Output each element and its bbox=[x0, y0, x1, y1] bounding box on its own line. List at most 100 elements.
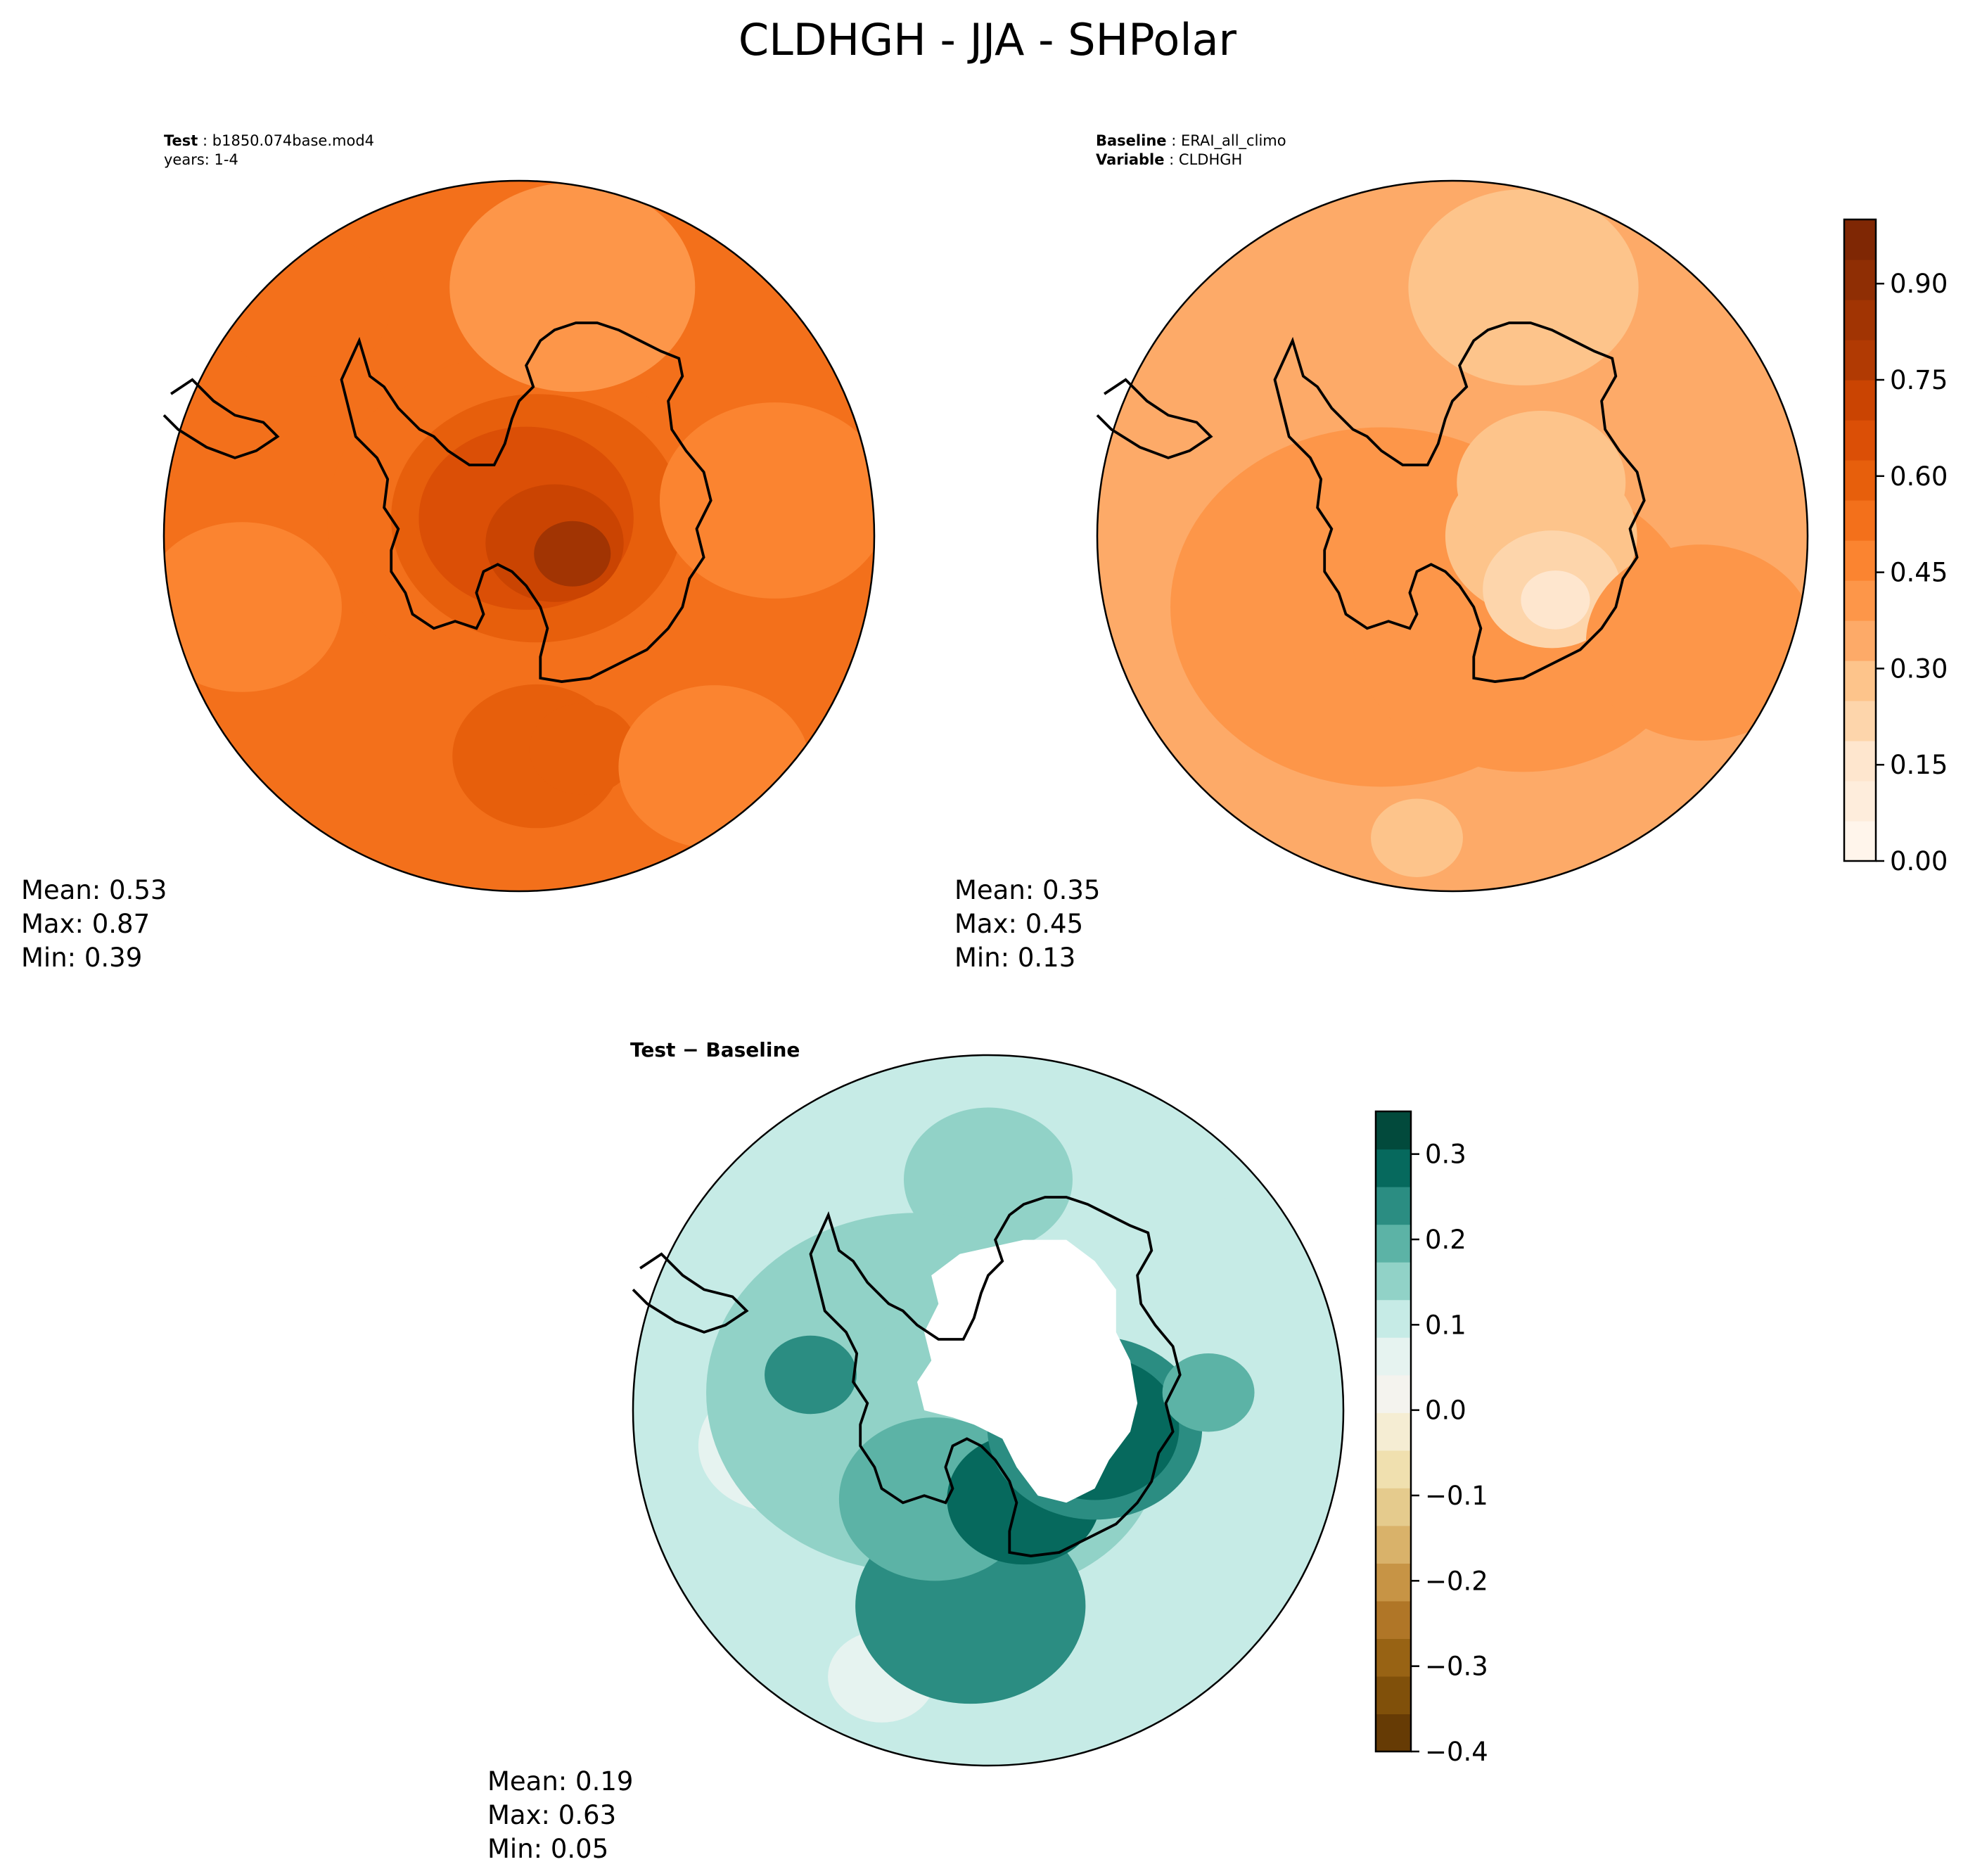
colorbar-difference: 0.3 0.2 0.1 0.0 −0.1 −0.2 −0.3 −0.4 bbox=[1374, 1110, 1488, 1767]
mapB-contour-region bbox=[1457, 411, 1626, 555]
baseline-label: Baseline : ERAI_all_climo bbox=[1096, 132, 1286, 150]
test-label-sep: : bbox=[198, 132, 212, 149]
colorbar-segment bbox=[1844, 260, 1876, 300]
colorbar-segment bbox=[1376, 1563, 1411, 1602]
colorbar-segment bbox=[1376, 1488, 1411, 1526]
colorbar-segment bbox=[1376, 1374, 1411, 1413]
difference-masked-region bbox=[917, 1239, 1138, 1503]
colorbar-segment bbox=[1376, 1337, 1411, 1376]
colorbar-segment bbox=[1376, 1525, 1411, 1564]
colorbar-segment bbox=[1376, 1676, 1411, 1715]
baseline-map-boundary bbox=[1096, 179, 1809, 893]
mapA-contour-region bbox=[449, 182, 696, 393]
colorbar-segment bbox=[1844, 701, 1876, 741]
baseline-label-key: Baseline bbox=[1096, 132, 1167, 149]
baseline-label-sep: : bbox=[1167, 132, 1181, 149]
variable-label: Variable : CLDHGH bbox=[1096, 151, 1242, 168]
colorbar-segment bbox=[1844, 540, 1876, 581]
panel-baseline: Baseline : ERAI_all_climo Variable : CLD… bbox=[954, 132, 1948, 973]
variable-label-value: CLDHGH bbox=[1179, 151, 1242, 168]
colorbar-segment bbox=[1376, 1714, 1411, 1752]
colorbar-segment bbox=[1376, 1224, 1411, 1263]
colorbar-segment bbox=[1844, 380, 1876, 421]
colorbar-segment bbox=[1844, 580, 1876, 621]
test-min: Min: 0.39 bbox=[21, 943, 142, 973]
mapA-contour-region bbox=[529, 703, 637, 796]
difference-min: Min: 0.05 bbox=[487, 1834, 608, 1864]
test-label-key: Test bbox=[164, 132, 198, 149]
colorbar-segment bbox=[1376, 1450, 1411, 1488]
baseline-map bbox=[1097, 181, 1808, 891]
figure-title: CLDHGH - JJA - SHPolar bbox=[739, 14, 1237, 65]
colorbar-segment bbox=[1376, 1638, 1411, 1677]
mapB-contour-region bbox=[1521, 570, 1590, 630]
test-label: Test : b1850.074base.mod4 bbox=[164, 132, 374, 149]
colorbar-cloud-fraction: 0.00 0.15 0.30 0.45 0.60 0.75 0.90 bbox=[1843, 218, 1948, 876]
difference-label: Test − Baseline bbox=[630, 1038, 800, 1061]
mapB-contour-region bbox=[1408, 189, 1639, 385]
difference-max: Max: 0.63 bbox=[487, 1800, 616, 1830]
colorbar-frame bbox=[1374, 1110, 1412, 1753]
test-max: Max: 0.87 bbox=[21, 909, 150, 939]
colorbar-tick-label: −0.2 bbox=[1425, 1566, 1488, 1596]
mapA-contour-region bbox=[659, 402, 874, 599]
test-label-value: b1850.074base.mod4 bbox=[212, 132, 374, 149]
colorbar-segment bbox=[1844, 300, 1876, 340]
colorbar-tick-label: 0.1 bbox=[1425, 1310, 1466, 1340]
variable-label-key: Variable bbox=[1096, 151, 1164, 168]
baseline-min: Min: 0.13 bbox=[954, 943, 1075, 973]
colorbar-segment bbox=[1844, 460, 1876, 501]
colorbar-tick-label: 0.75 bbox=[1890, 365, 1948, 395]
colorbar-segment bbox=[1376, 1600, 1411, 1640]
baseline-max: Max: 0.45 bbox=[954, 909, 1083, 939]
colorbar-tick-label: 0.0 bbox=[1425, 1396, 1466, 1426]
colorbar-segment bbox=[1844, 340, 1876, 381]
colorbar-segment bbox=[1844, 420, 1876, 461]
colorbar-tick-label: 0.15 bbox=[1890, 750, 1948, 780]
colorbar-tick-label: 0.2 bbox=[1425, 1225, 1466, 1255]
colorbar-tick-label: 0.3 bbox=[1425, 1140, 1466, 1170]
mapA-contour-region bbox=[618, 685, 811, 849]
panel-difference: Test − Baseline Mean: 0.19 Max: 0.63 Min… bbox=[487, 1038, 1488, 1864]
test-mean: Mean: 0.53 bbox=[21, 875, 167, 905]
mapC-contour-region bbox=[1162, 1353, 1255, 1432]
colorbar-segment bbox=[1376, 1262, 1411, 1301]
mapB-contour-region bbox=[1371, 798, 1463, 878]
mapA-contour-region bbox=[534, 521, 611, 587]
colorbar-tick-label: −0.3 bbox=[1425, 1652, 1488, 1682]
colorbar-tick-label: −0.1 bbox=[1425, 1481, 1488, 1511]
colorbar-segment bbox=[1844, 620, 1876, 661]
colorbar-segment bbox=[1844, 821, 1876, 862]
baseline-label-value: ERAI_all_climo bbox=[1181, 132, 1286, 150]
colorbar-tick-label: 0.60 bbox=[1890, 461, 1948, 492]
colorbar-tick-label: 0.30 bbox=[1890, 653, 1948, 684]
difference-map-boundary bbox=[632, 1054, 1345, 1767]
difference-mean: Mean: 0.19 bbox=[487, 1766, 633, 1797]
colorbar-tick-label: 0.90 bbox=[1890, 269, 1948, 299]
colorbar-segment bbox=[1844, 500, 1876, 541]
colorbar-segment bbox=[1376, 1187, 1411, 1225]
colorbar-tick-label: 0.00 bbox=[1890, 846, 1948, 876]
colorbar-segment bbox=[1376, 1111, 1411, 1150]
test-map bbox=[164, 181, 874, 891]
mapC-contour-region bbox=[765, 1335, 857, 1415]
test-years: years: 1-4 bbox=[164, 151, 238, 168]
colorbar-tick-label: −0.4 bbox=[1425, 1737, 1488, 1767]
colorbar-tick-label: 0.45 bbox=[1890, 558, 1948, 588]
test-map-boundary bbox=[162, 179, 876, 893]
colorbar-segment bbox=[1376, 1412, 1411, 1451]
mapB-contour-region bbox=[1585, 544, 1808, 741]
colorbar-segment bbox=[1844, 661, 1876, 701]
colorbar-segment bbox=[1376, 1149, 1411, 1187]
colorbar-segment bbox=[1844, 219, 1876, 260]
baseline-mean: Mean: 0.35 bbox=[954, 875, 1100, 905]
panel-test: Test : b1850.074base.mod4 years: 1-4 Mea… bbox=[21, 132, 890, 973]
colorbar-segment bbox=[1844, 741, 1876, 781]
colorbar-segment bbox=[1376, 1299, 1411, 1338]
mapC-contour-region bbox=[1159, 1196, 1329, 1341]
variable-label-sep: : bbox=[1164, 151, 1178, 168]
colorbar-frame bbox=[1843, 218, 1877, 862]
colorbar-segment bbox=[1844, 781, 1876, 822]
mapA-contour-region bbox=[164, 522, 342, 692]
